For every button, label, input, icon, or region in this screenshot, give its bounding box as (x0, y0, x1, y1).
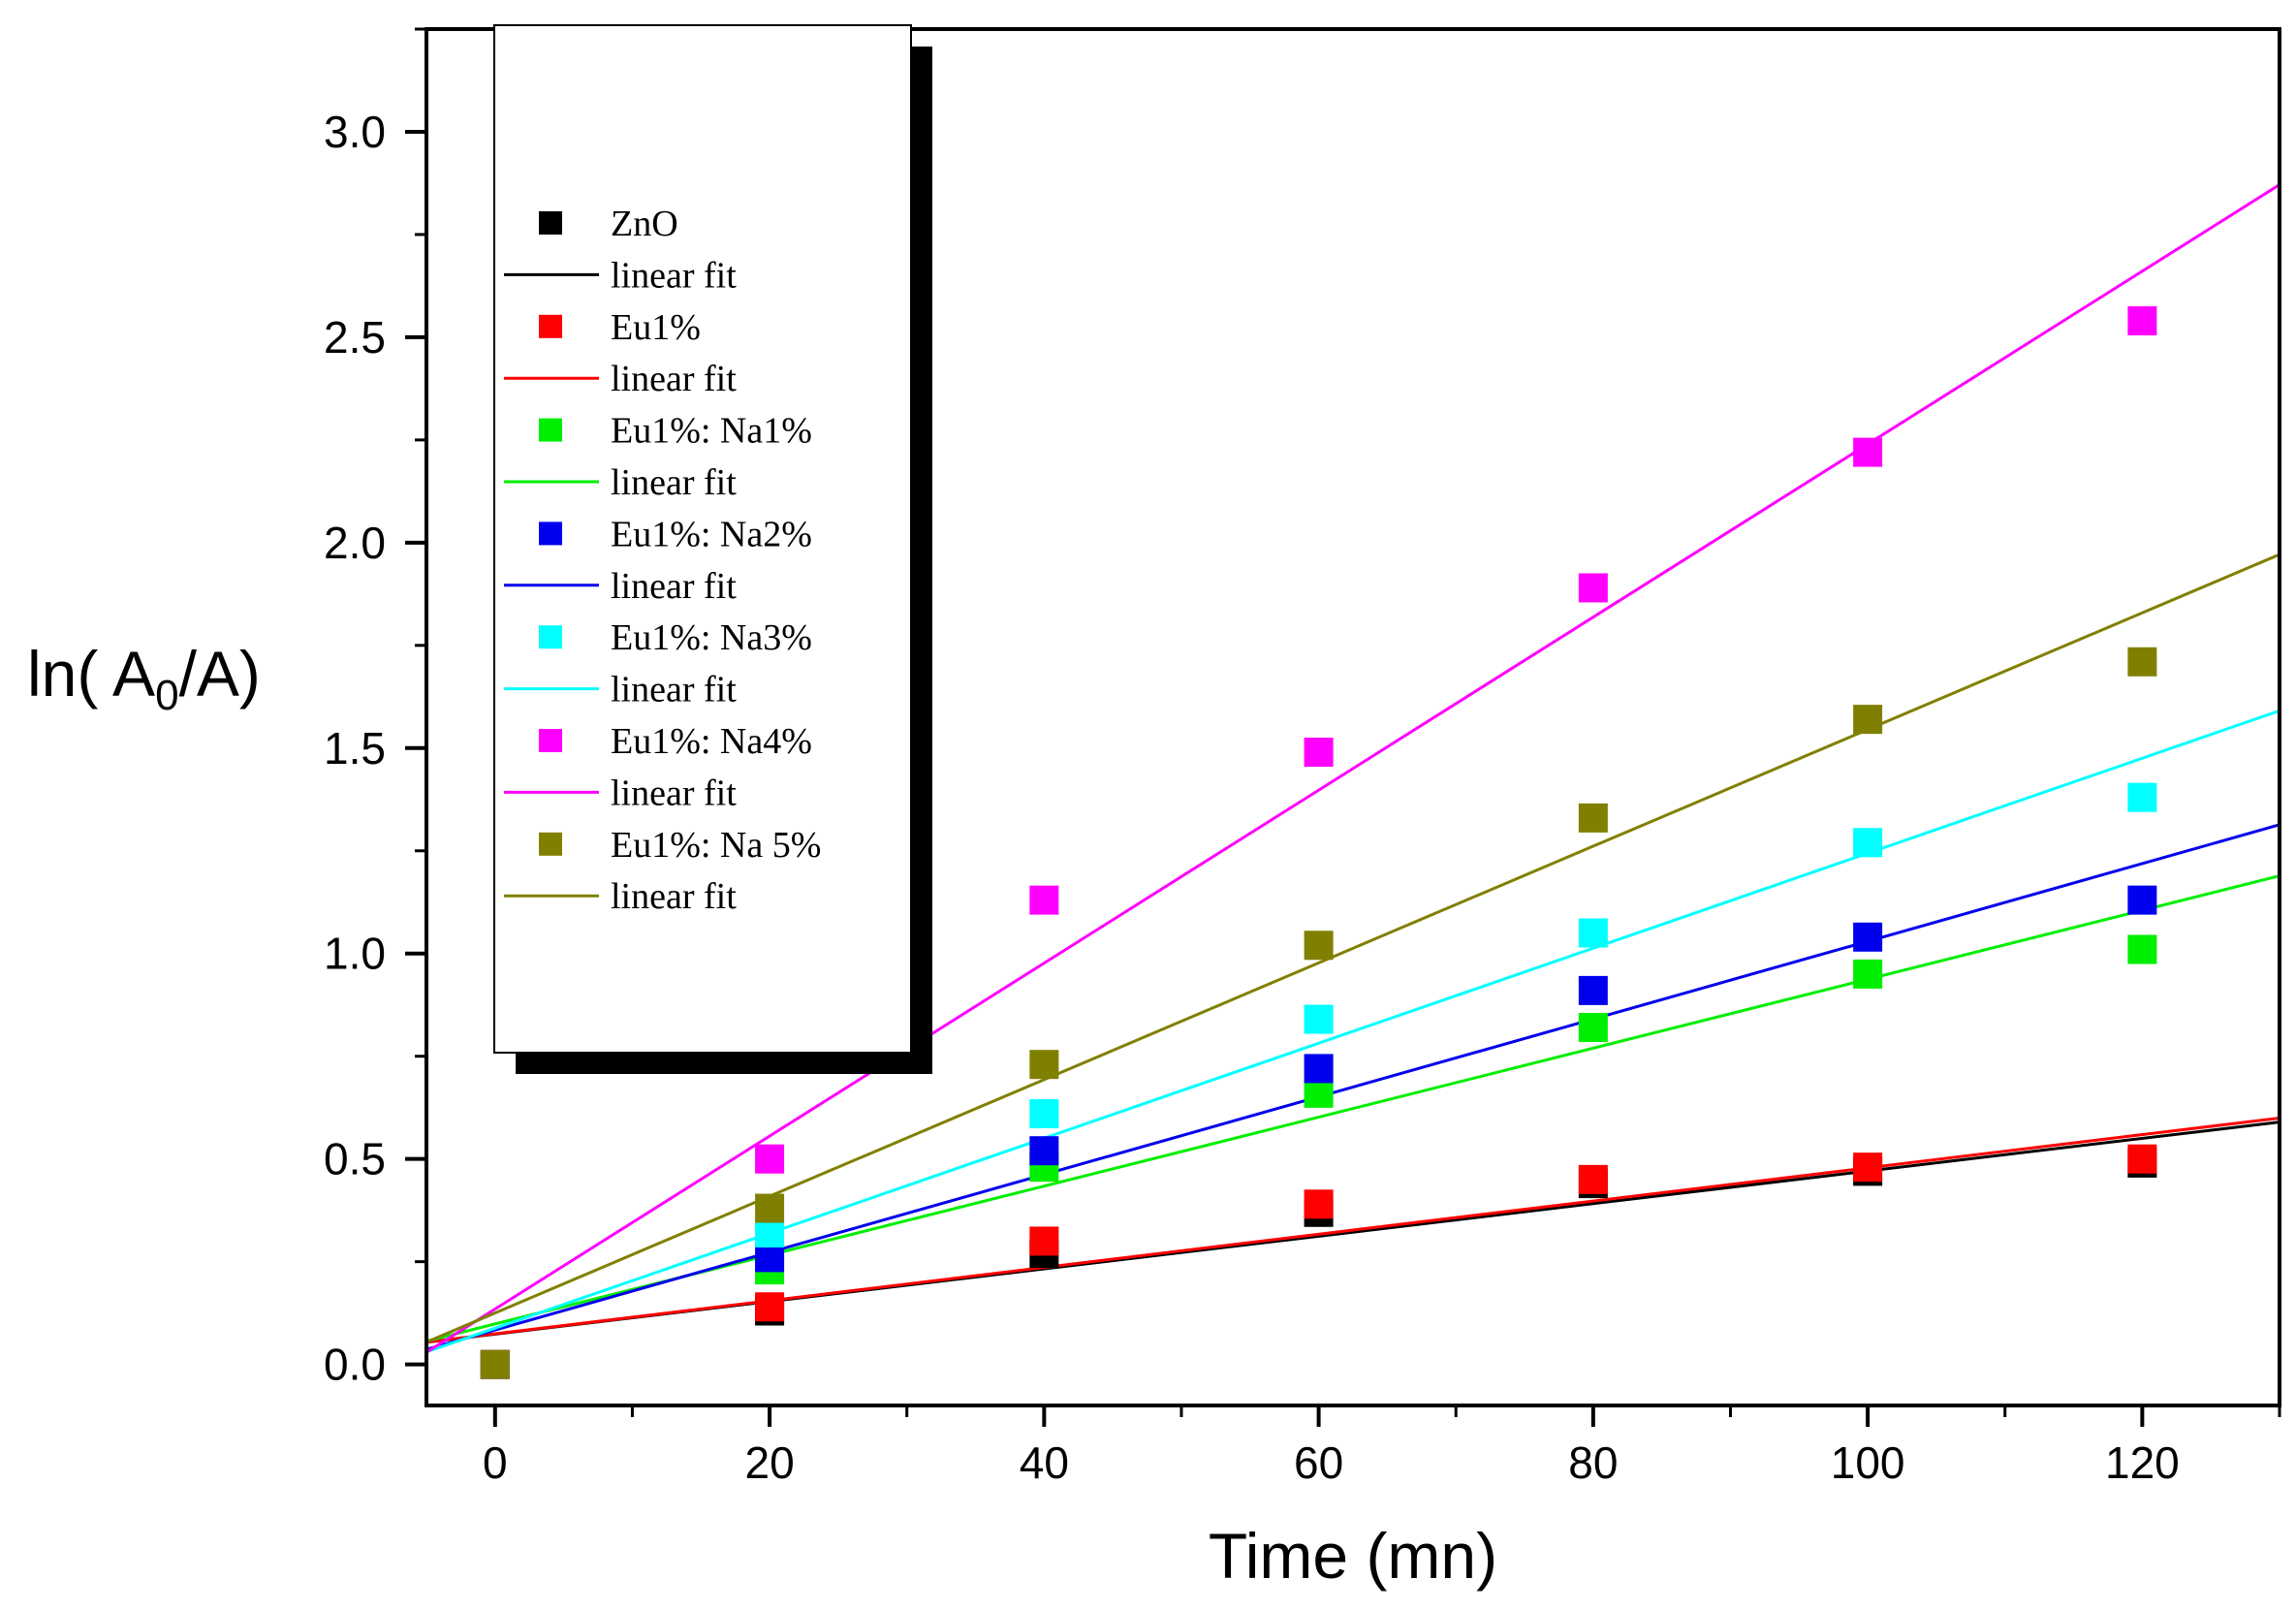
y-axis-title-end: /A) (179, 638, 261, 710)
fit-line (426, 709, 2280, 1354)
data-point (2127, 934, 2157, 964)
data-point (1304, 1054, 1334, 1084)
data-point (1029, 1136, 1059, 1166)
data-point (1304, 931, 1334, 961)
data-point (1029, 1050, 1059, 1080)
data-point (1578, 1013, 1608, 1043)
data-point (755, 1193, 785, 1223)
data-point (755, 1144, 785, 1174)
data-point (755, 1292, 785, 1322)
legend-marker (539, 832, 562, 856)
data-point (1304, 1078, 1334, 1108)
y-axis-title-main: ln( A (27, 638, 155, 710)
x-tick-label: 0 (483, 1437, 508, 1488)
y-tick-label: 1.0 (324, 929, 386, 979)
legend-series-label: ZnO (611, 204, 678, 244)
data-point (2127, 782, 2157, 812)
x-axis-title: Time (mn) (1209, 1520, 1497, 1592)
y-axis-title-subscript: 0 (155, 672, 178, 719)
y-tick-label: 0.0 (324, 1340, 386, 1390)
x-tick-label: 100 (1831, 1437, 1905, 1488)
data-point (1304, 1189, 1334, 1219)
legend-series-label: Eu1%: Na 5% (611, 825, 821, 866)
legend-series-label: Eu1%: Na2% (611, 514, 812, 554)
data-point (1853, 1152, 1883, 1183)
data-point (2127, 885, 2157, 915)
legend-fit-label: linear fit (611, 566, 737, 607)
x-tick-label: 20 (744, 1437, 794, 1488)
legend-fit-label: linear fit (611, 359, 737, 399)
data-point (1578, 803, 1608, 833)
x-tick-label: 80 (1568, 1437, 1618, 1488)
x-tick-label: 40 (1020, 1437, 1069, 1488)
legend-fit-label: linear fit (611, 255, 737, 296)
data-point (1853, 437, 1883, 467)
fit-line (426, 552, 2280, 1344)
data-point (755, 1217, 785, 1247)
y-axis-title: ln( A0/A) (27, 638, 261, 719)
data-point (1578, 918, 1608, 948)
plot-frame (425, 27, 2281, 1407)
data-point (2127, 1144, 2157, 1174)
data-point (1853, 922, 1883, 952)
fit-line (426, 183, 2280, 1354)
legend-series-label: Eu1%: Na1% (611, 411, 812, 452)
data-point (1029, 885, 1059, 915)
data-point (1304, 738, 1334, 768)
legend-series-label: Eu1%: Na3% (611, 617, 812, 658)
data-point (480, 1349, 510, 1379)
data-point (1029, 1099, 1059, 1129)
legend-box (493, 24, 912, 1054)
y-tick-label: 1.5 (324, 723, 386, 773)
fit-lines (426, 183, 2280, 1354)
data-point (1853, 705, 1883, 735)
legend-fit-label: linear fit (611, 876, 737, 917)
legend-fit-label: linear fit (611, 773, 737, 813)
legend: ZnO linear fit Eu1% linear fit Eu1%: Na1% lin… (493, 24, 932, 1074)
data-point (1853, 959, 1883, 989)
y-tick-label: 2.0 (324, 518, 386, 568)
data-point (2127, 305, 2157, 335)
y-tick-label: 2.5 (324, 312, 386, 363)
x-tick-label: 60 (1294, 1437, 1343, 1488)
data-point (1029, 1226, 1059, 1256)
x-tick-label: 120 (2105, 1437, 2180, 1488)
legend-marker (539, 729, 562, 752)
tick-labels: 0 20 40 60 80 100 120 0.0 0.5 1.0 1.5 2.0 2.5 3.0 (324, 107, 2180, 1488)
fit-line (426, 823, 2280, 1351)
legend-marker (539, 521, 562, 546)
data-point (1578, 975, 1608, 1005)
data-point (1578, 1164, 1608, 1194)
fit-line (426, 1116, 2280, 1344)
legend-series-label: Eu1% (611, 307, 701, 348)
data-point (1304, 1004, 1334, 1034)
legend-fit-label: linear fit (611, 670, 737, 710)
data-points (480, 305, 2157, 1379)
legend-marker (539, 314, 562, 338)
legend-fit-label: linear fit (611, 462, 737, 503)
data-point (1853, 828, 1883, 858)
legend-marker (539, 625, 562, 649)
y-tick-label: 3.0 (324, 107, 386, 157)
data-point (755, 1243, 785, 1273)
fit-line (426, 874, 2280, 1343)
data-point (2127, 647, 2157, 677)
legend-marker (539, 211, 562, 235)
axis-ticks (405, 27, 2281, 1427)
y-tick-label: 0.5 (324, 1134, 386, 1184)
data-point (1578, 573, 1608, 603)
legend-series-label: Eu1%: Na4% (611, 721, 812, 762)
legend-marker (539, 418, 562, 442)
